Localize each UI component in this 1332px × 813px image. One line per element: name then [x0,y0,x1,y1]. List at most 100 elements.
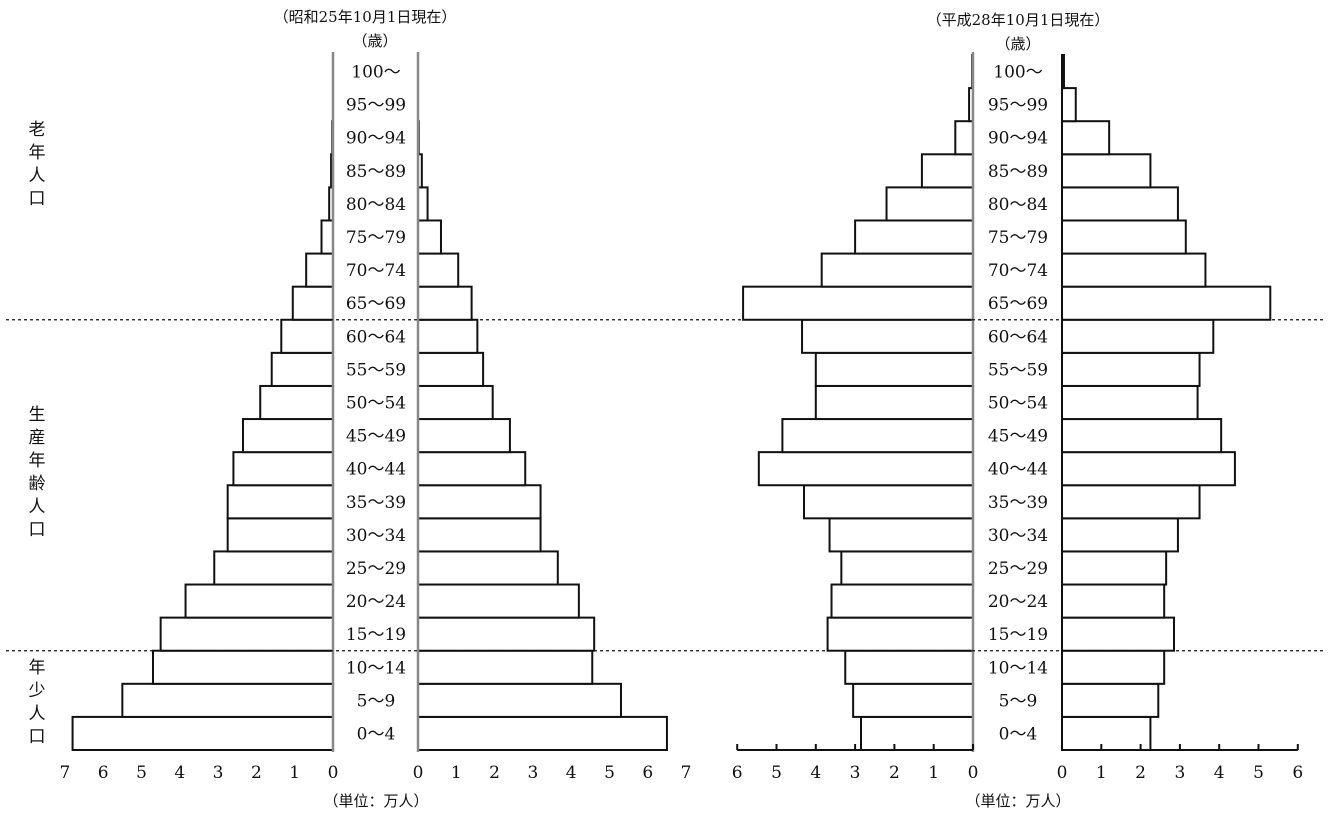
bar-female [417,318,479,354]
bar-female [1061,285,1272,321]
bar-male [184,583,334,619]
bar-female [417,252,460,288]
x-tick-label-male: 6 [732,763,743,783]
bar-female [1061,252,1207,288]
x-tick-label-male: 0 [968,763,979,783]
x-tick-label-male: 3 [850,763,861,783]
age-category-label: 15～19 [988,625,1048,645]
bar-male [803,484,975,520]
age-category-label: 25～29 [346,559,406,579]
bar-female [417,418,511,454]
age-category-label: 100～ [993,63,1042,83]
age-category-label: 10～14 [346,658,406,678]
x-tick-label-female: 3 [527,763,538,783]
bar-female [1061,153,1152,189]
bar-male [226,517,334,553]
bar-female [1061,384,1199,421]
age-category-label: 90～94 [346,129,406,149]
x-tick-label-female: 4 [566,763,577,783]
bar-male [280,318,335,354]
left-title: （昭和25年10月1日現在） [274,8,457,26]
age-group-label-char: 生 [29,405,46,425]
bar-female [1061,219,1187,255]
age-category-label: 15～19 [346,625,406,645]
x-tick-label-male: 2 [251,763,262,783]
age-category-label: 50～54 [346,394,406,414]
age-category-label: 40～44 [988,460,1048,480]
right-unit-label: （単位：万人） [965,792,1070,810]
bar-female [417,351,485,387]
bar-male [781,418,975,454]
bar-female [417,285,473,321]
bar-male [320,219,335,255]
bar-male [920,153,974,189]
x-tick-label-male: 0 [328,763,339,783]
bar-female [417,550,559,586]
bar-female [1061,120,1111,156]
bar-male [742,285,974,321]
age-group-label-char: 人 [29,166,46,186]
bar-female [1061,649,1166,685]
right-pyramid: 0～4 5～9 10～14 15～19 20～24 25～29 30～34 35～39 40～4… [732,52,1303,783]
age-category-label: 35～39 [346,493,406,513]
bar-female [1061,616,1176,652]
bar-male [954,120,975,156]
x-tick-label-female: 7 [681,763,692,783]
bar-male [121,682,334,718]
age-category-label: 20～24 [988,592,1048,612]
bar-male [830,583,975,619]
age-category-label: 30～34 [988,526,1048,546]
bar-male [826,616,975,652]
bar-male [305,252,335,288]
x-tick-label-male: 1 [928,763,939,783]
x-tick-label-female: 2 [489,763,500,783]
left-pyramid: 0～4 5～9 10～14 15～19 20～24 25～29 30～34 35～39 40～4… [59,52,692,783]
age-group-label-char: 老 [29,120,46,140]
bar-female [417,715,668,752]
bar-male [854,219,974,255]
age-category-label: 70～74 [988,261,1048,281]
age-category-label: 45～49 [346,427,406,447]
bar-male [840,550,974,586]
x-tick-label-female: 6 [1292,763,1303,783]
age-category-label: 55～59 [988,360,1048,380]
bar-male [885,186,974,222]
bar-female [417,484,542,520]
bar-female [1061,87,1077,123]
x-tick-label-female: 2 [1135,763,1146,783]
age-category-label: 75～79 [988,228,1048,248]
age-category-label: 20～24 [346,592,406,612]
x-tick-label-male: 3 [213,763,224,783]
age-category-label: 85～89 [988,162,1048,182]
age-category-label: 0～4 [999,724,1038,744]
right-age-unit: （歳） [995,35,1040,53]
x-tick-label-male: 7 [59,763,70,783]
age-category-label: 5～9 [999,691,1038,711]
age-category-label: 70～74 [346,261,406,281]
x-tick-label-male: 5 [771,763,782,783]
bar-male [213,550,335,586]
age-category-label: 75～79 [346,228,406,248]
x-tick-label-male: 4 [174,763,185,783]
bar-male [820,252,974,288]
bar-male [159,616,334,652]
x-tick-label-female: 1 [451,763,462,783]
age-group-label-char: 口 [29,520,46,540]
age-category-label: 65～69 [988,294,1048,314]
bar-male [757,451,974,487]
age-category-label: 55～59 [346,360,406,380]
bar-female [417,682,622,718]
age-category-label: 80～84 [988,195,1048,215]
x-tick-label-male: 5 [136,763,147,783]
x-tick-label-male: 4 [810,763,821,783]
x-tick-label-female: 5 [1253,763,1264,783]
bar-female [417,451,527,487]
bar-male [852,682,975,718]
bar-female [1061,517,1179,553]
bar-male [270,351,334,387]
bar-male [844,649,975,685]
age-category-label: 35～39 [988,493,1048,513]
age-category-label: 60～64 [346,327,406,347]
bar-female [1061,351,1201,387]
